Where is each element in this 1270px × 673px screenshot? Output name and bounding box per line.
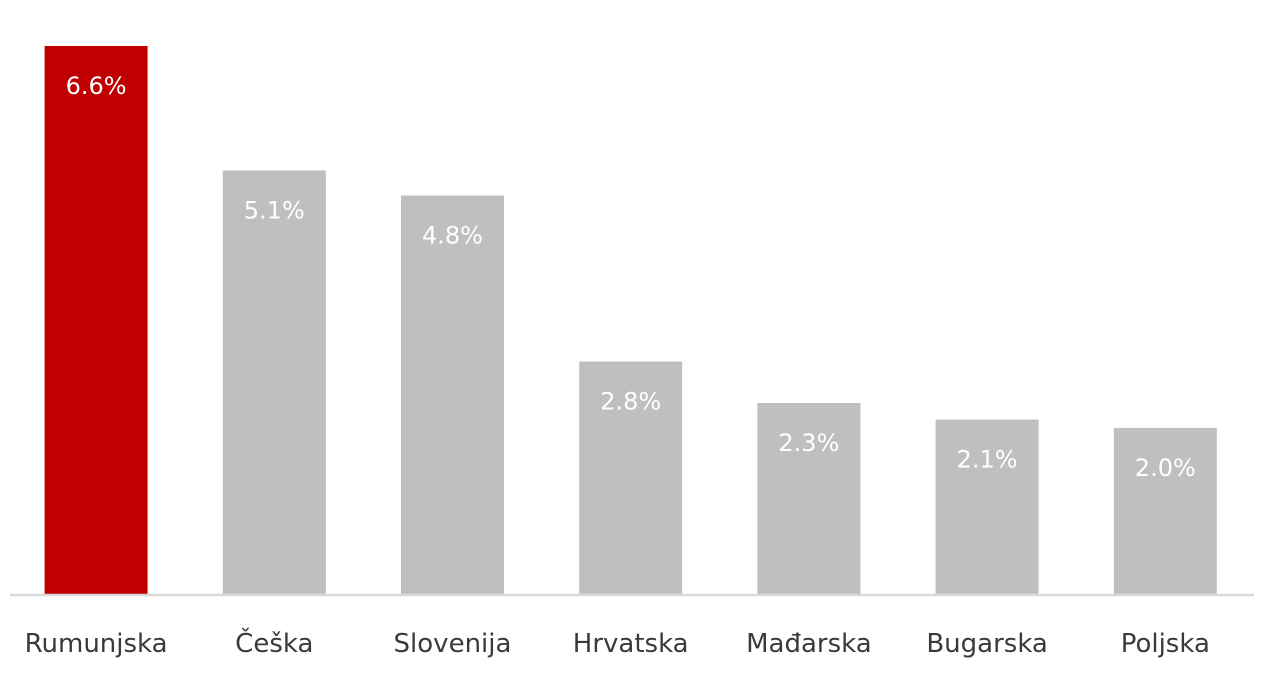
bar-value-label-5: 2.1% (957, 446, 1018, 474)
bar-value-label-0: 6.6% (66, 72, 127, 100)
category-label-0: Rumunjska (25, 629, 168, 659)
category-labels-group: Rumunjska Češka Slovenija Hrvatska Mađarska B… (25, 627, 1210, 659)
bar-6 (1113, 427, 1217, 594)
category-label-3: Hrvatska (573, 629, 689, 659)
bars-group: 6.6% 5.1% 4.8% 2.8% 2.3% 2.1% 2.0% (44, 46, 1217, 594)
bar-value-label-3: 2.8% (600, 388, 661, 416)
bar-value-label-6: 2.0% (1135, 454, 1196, 482)
category-label-6: Poljska (1121, 629, 1210, 659)
category-label-1: Češka (235, 627, 313, 659)
bar-value-label-2: 4.8% (422, 222, 483, 250)
bar-5 (935, 419, 1039, 594)
category-label-4: Mađarska (746, 629, 872, 659)
bar-value-label-4: 2.3% (778, 429, 839, 457)
bar-value-label-1: 5.1% (244, 197, 305, 225)
bar-4 (757, 403, 861, 594)
category-label-5: Bugarska (926, 629, 1048, 659)
bar-3 (579, 361, 683, 594)
category-label-2: Slovenija (394, 629, 512, 659)
bar-0 (44, 46, 148, 594)
bar-1 (222, 170, 326, 594)
bar-2 (401, 195, 504, 594)
